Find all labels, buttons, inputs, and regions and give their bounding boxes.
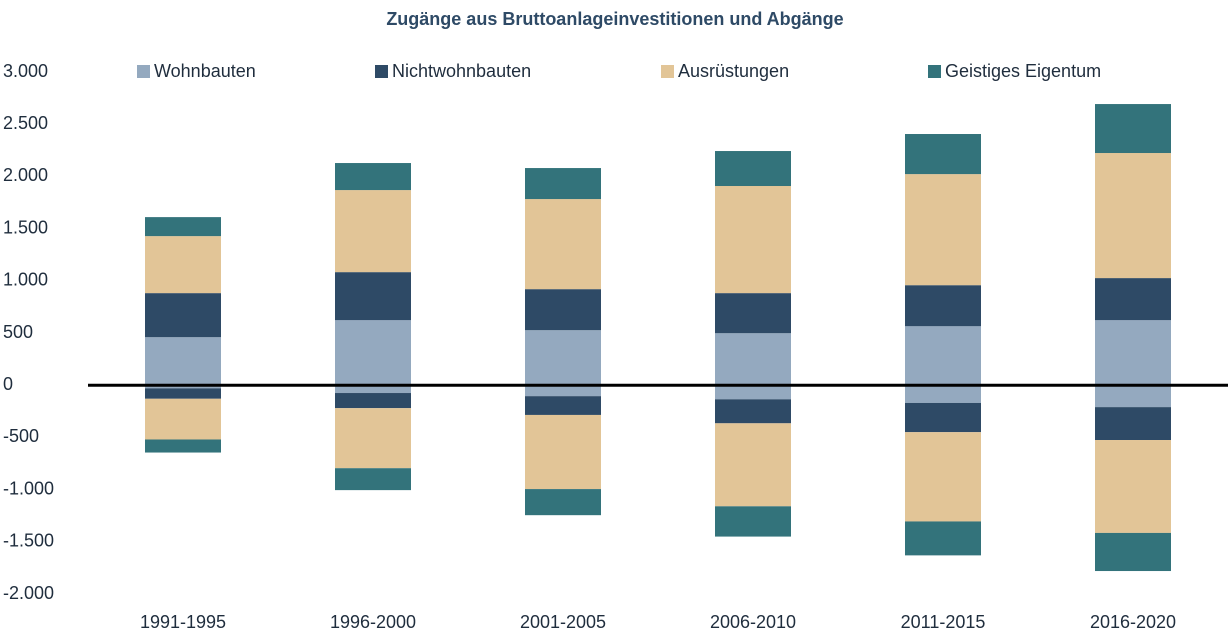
bar-segment <box>1095 153 1171 279</box>
bar-segment-negative <box>1095 407 1171 441</box>
bar-segment-negative <box>715 399 791 424</box>
bar-segment <box>525 330 601 386</box>
legend-label: Wohnbauten <box>154 61 256 81</box>
bar-segment <box>145 337 221 386</box>
bar-segment <box>1095 104 1171 154</box>
legend-swatch <box>661 65 674 78</box>
bar-segment-negative <box>905 432 981 522</box>
bar-segment <box>525 289 601 331</box>
y-tick-label: 2.000 <box>3 165 48 185</box>
legend-label: Ausrüstungen <box>678 61 789 81</box>
bar-segment <box>905 174 981 286</box>
legend-swatch <box>137 65 150 78</box>
bar-segment <box>715 333 791 386</box>
bar-segment <box>525 168 601 200</box>
y-tick-label: -1.500 <box>3 531 54 551</box>
bar-segment-negative <box>905 385 981 403</box>
bar-segment <box>145 217 221 237</box>
bar-segment <box>145 236 221 294</box>
bar-segment <box>905 326 981 386</box>
legend-label: Geistiges Eigentum <box>945 61 1101 81</box>
bar-segment-negative <box>1095 532 1171 572</box>
bar-segment <box>335 320 411 386</box>
bar-segment-negative <box>715 506 791 537</box>
y-tick-label: 0 <box>3 374 13 394</box>
y-tick-label: 1.500 <box>3 217 48 237</box>
x-tick-label: 2006-2010 <box>710 612 796 632</box>
bar-segment-negative <box>905 402 981 433</box>
bar-segment-negative <box>335 393 411 409</box>
bar-segment <box>715 293 791 334</box>
x-tick-label: 1991-1995 <box>140 612 226 632</box>
bar-segment <box>335 163 411 191</box>
y-tick-label: 2.500 <box>3 113 48 133</box>
bar-segment <box>1095 278 1171 321</box>
bar-segment-negative <box>525 414 601 490</box>
bar-segment-negative <box>1095 440 1171 533</box>
bar-segment <box>715 186 791 294</box>
legend-label: Nichtwohnbauten <box>392 61 531 81</box>
y-tick-label: -2.000 <box>3 583 54 603</box>
bar-segment-negative <box>145 398 221 440</box>
y-tick-label: 1.000 <box>3 270 48 290</box>
bar-segment-negative <box>715 423 791 507</box>
y-tick-label: 500 <box>3 322 33 342</box>
bar-segment-negative <box>525 385 601 397</box>
bar-segment <box>335 190 411 273</box>
bar-segment <box>335 272 411 321</box>
x-tick-label: 2011-2015 <box>901 612 986 632</box>
x-tick-label: 1996-2000 <box>330 612 416 632</box>
y-tick-label: 3.000 <box>3 61 48 81</box>
bar-segment-negative <box>145 385 221 389</box>
x-tick-label: 2016-2020 <box>1090 612 1176 632</box>
chart-title: Zugänge aus Bruttoanlageinvestitionen un… <box>386 9 843 29</box>
y-tick-label: -500 <box>3 426 39 446</box>
bar-segment-negative <box>525 489 601 516</box>
bar-segment <box>905 134 981 175</box>
bar-segment <box>905 285 981 327</box>
legend-swatch <box>928 65 941 78</box>
bar-segment-negative <box>145 388 221 399</box>
bar-segment <box>1095 320 1171 386</box>
bar-segment-negative <box>335 408 411 469</box>
y-tick-label: -1.000 <box>3 478 54 498</box>
bar-segment <box>715 151 791 187</box>
bar-segment-negative <box>525 396 601 415</box>
bar-segment <box>525 199 601 290</box>
bar-segment-negative <box>715 385 791 400</box>
bar-segment-negative <box>335 468 411 491</box>
bar-segment-negative <box>145 439 221 453</box>
legend-swatch <box>375 65 388 78</box>
bar-segment-negative <box>1095 385 1171 408</box>
bar-segment-negative <box>335 385 411 394</box>
bar-segment <box>145 293 221 338</box>
x-tick-label: 2001-2005 <box>520 612 606 632</box>
bar-segment-negative <box>905 521 981 556</box>
